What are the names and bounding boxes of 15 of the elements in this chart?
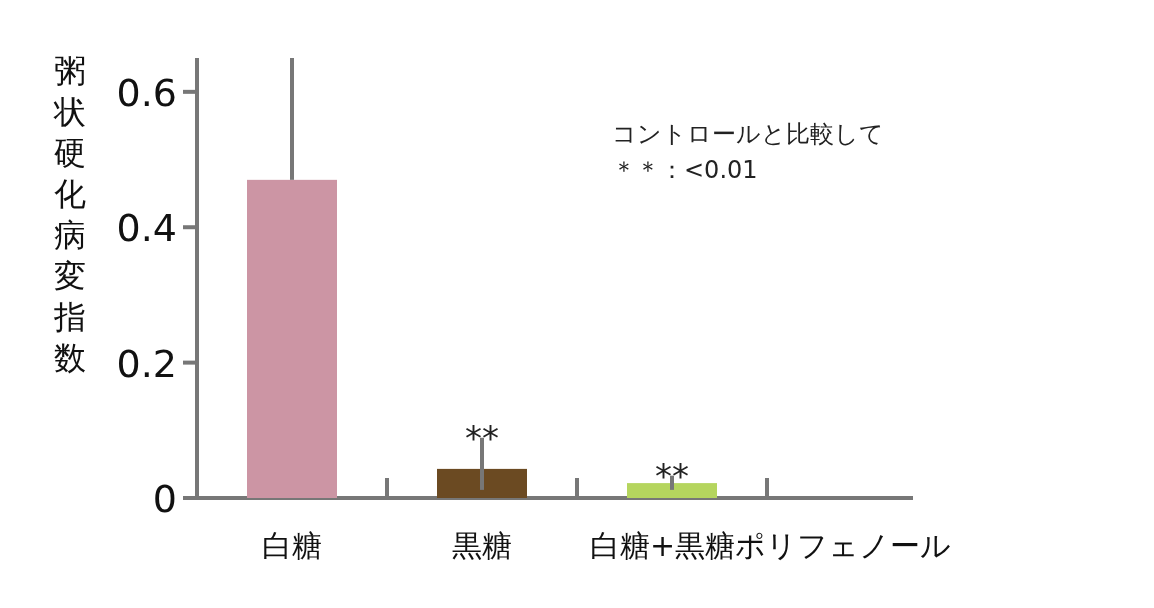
y-tick-label: 0	[152, 477, 177, 521]
bar	[437, 468, 527, 498]
y-axis-title: 粥状硬化病変指数	[53, 52, 86, 377]
x-tick-label: 白糖+黒糖ポリフェノール	[590, 528, 952, 563]
bar	[247, 179, 337, 498]
y-tick-label: 0.6	[116, 70, 177, 115]
x-tick-label: 白糖	[262, 528, 322, 563]
y-tick-label: 0.2	[116, 341, 177, 386]
bar	[627, 483, 717, 498]
annotation: コントロールと比較して	[612, 120, 884, 148]
y-tick-label: 0.4	[116, 206, 177, 251]
annotation: ＊＊：<0.01	[612, 156, 758, 184]
annotation: **	[655, 455, 689, 496]
annotation: **	[465, 417, 499, 458]
x-tick-label: 黒糖	[452, 528, 512, 563]
